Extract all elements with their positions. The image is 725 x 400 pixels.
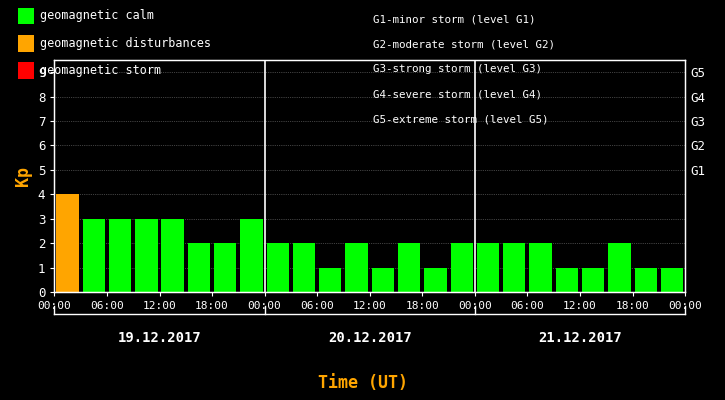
Text: 19.12.2017: 19.12.2017 — [117, 331, 202, 345]
Bar — [555, 268, 578, 292]
Text: geomagnetic calm: geomagnetic calm — [40, 10, 154, 22]
Bar — [450, 243, 473, 292]
Text: Time (UT): Time (UT) — [318, 374, 407, 392]
Bar — [424, 268, 447, 292]
Bar — [634, 268, 657, 292]
Bar — [503, 243, 526, 292]
Text: geomagnetic disturbances: geomagnetic disturbances — [40, 37, 211, 50]
Bar — [372, 268, 394, 292]
Bar — [529, 243, 552, 292]
Bar — [477, 243, 500, 292]
Bar — [135, 219, 157, 292]
Bar — [267, 243, 289, 292]
Bar — [582, 268, 605, 292]
Bar — [83, 219, 105, 292]
Bar — [660, 268, 683, 292]
Text: G5-extreme storm (level G5): G5-extreme storm (level G5) — [373, 115, 549, 125]
Text: G3-strong storm (level G3): G3-strong storm (level G3) — [373, 64, 542, 74]
Bar — [188, 243, 210, 292]
Text: G4-severe storm (level G4): G4-severe storm (level G4) — [373, 90, 542, 100]
Text: 21.12.2017: 21.12.2017 — [538, 331, 622, 345]
Bar — [345, 243, 368, 292]
Bar — [162, 219, 184, 292]
Bar — [319, 268, 341, 292]
Bar — [398, 243, 420, 292]
Bar — [293, 243, 315, 292]
Text: G2-moderate storm (level G2): G2-moderate storm (level G2) — [373, 39, 555, 49]
Text: geomagnetic storm: geomagnetic storm — [40, 64, 161, 77]
Y-axis label: Kp: Kp — [14, 166, 33, 186]
Text: 20.12.2017: 20.12.2017 — [328, 331, 412, 345]
Bar — [57, 194, 79, 292]
Bar — [109, 219, 131, 292]
Bar — [214, 243, 236, 292]
Bar — [240, 219, 262, 292]
Bar — [608, 243, 631, 292]
Text: G1-minor storm (level G1): G1-minor storm (level G1) — [373, 14, 536, 24]
